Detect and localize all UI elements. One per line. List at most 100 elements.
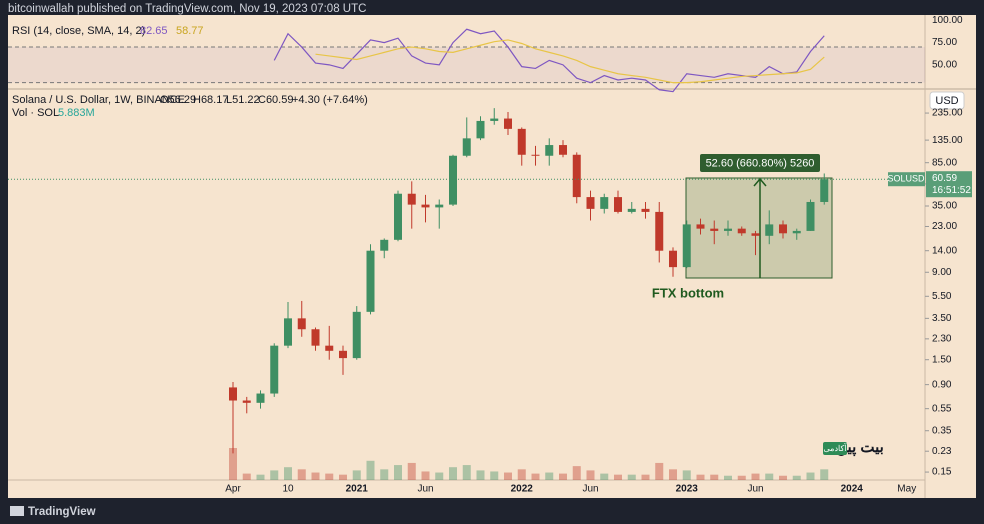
candle-body: [297, 318, 306, 330]
logo: [10, 506, 24, 516]
candle-body: [724, 228, 732, 231]
volume-bar: [380, 469, 389, 480]
volume-bar: [504, 472, 512, 480]
y-tick-label: 85.00: [932, 157, 957, 168]
rsi-title: RSI (14, close, SMA, 14, 2): [12, 25, 145, 37]
x-tick-label: 2024: [841, 484, 864, 495]
volume-bar: [394, 465, 402, 480]
rsi-value: 82.65: [140, 25, 168, 37]
candle-body: [572, 154, 581, 198]
candle-body: [407, 193, 416, 205]
candle-body: [696, 224, 705, 229]
open: O56.29: [160, 94, 196, 106]
chart-pane: [8, 15, 976, 498]
x-tick-label: May: [897, 484, 916, 495]
candle-body: [600, 197, 609, 209]
volume-bar: [449, 467, 457, 480]
symbol-tag: SOLUSD: [887, 174, 925, 184]
candle-body: [242, 400, 251, 403]
measure-arrowhead: [753, 177, 767, 187]
volume-bar: [229, 448, 237, 480]
annotation: FTX bottom: [652, 285, 724, 300]
y-tick-label: 9.00: [932, 267, 952, 278]
candle-body: [504, 118, 512, 129]
y-tick-label: 2.30: [932, 333, 952, 344]
candle-body: [586, 197, 595, 209]
volume-bar: [559, 473, 567, 480]
y-tick-label: 100.00: [932, 15, 963, 26]
watermark-badge-box: [823, 442, 847, 455]
x-tick-label: 2023: [676, 484, 699, 495]
close: C60.59: [258, 94, 293, 106]
high: H68.17: [193, 94, 228, 106]
sma-value: 58.77: [176, 25, 204, 37]
y-tick-label: 50.00: [932, 59, 957, 70]
volume-bar: [572, 466, 581, 480]
x-tick-label: 2021: [346, 484, 369, 495]
countdown: 16:51:52: [932, 185, 971, 196]
symbol-tag-box: [888, 172, 925, 187]
price-tag: 60.59: [932, 173, 957, 184]
volume-bar: [531, 473, 540, 480]
y-tick-label: 0.23: [932, 446, 952, 457]
measure-label-box: [700, 154, 820, 172]
candle-body: [682, 224, 691, 268]
candle-body: [710, 228, 719, 231]
candle-body: [490, 118, 499, 121]
candle-body: [641, 208, 650, 212]
candle-body: [325, 345, 334, 351]
volume-bar: [366, 460, 375, 480]
volume-bar: [256, 474, 265, 480]
candle-body: [820, 179, 829, 202]
candle-body: [806, 201, 815, 231]
volume-bar: [352, 470, 361, 480]
candle-body: [229, 387, 237, 401]
price-tag-box: [926, 171, 972, 198]
candle-body: [531, 154, 540, 156]
candle-body: [421, 204, 430, 208]
volume-bar: [806, 472, 815, 480]
rsi-band: [8, 47, 925, 83]
y-tick-label: 135.00: [932, 135, 963, 146]
candle-body: [435, 204, 444, 208]
candle-body: [655, 211, 664, 251]
watermark: بیت پین: [836, 439, 884, 457]
volume-bar: [586, 470, 595, 480]
volume-bar: [669, 469, 677, 480]
currency[interactable]: USD: [935, 95, 958, 107]
candle-body: [256, 393, 265, 403]
volume-value: 5.883M: [58, 107, 95, 119]
volume-bar: [421, 471, 430, 480]
candle-body: [765, 224, 774, 236]
y-tick-label: 1.50: [932, 354, 952, 365]
candle-body: [476, 120, 485, 139]
volume-bar: [765, 473, 774, 480]
candle-body: [366, 250, 375, 312]
y-tick-label: 0.55: [932, 403, 952, 414]
volume-bar: [284, 467, 292, 480]
volume-bar: [462, 465, 471, 480]
x-tick-label: Jun: [417, 484, 433, 495]
candle-body: [792, 230, 801, 234]
volume-bar: [820, 469, 829, 480]
candle-body: [627, 208, 636, 212]
currency-button[interactable]: [929, 91, 965, 110]
footer: TradingView: [28, 506, 96, 518]
y-tick-label: 75.00: [932, 37, 957, 48]
volume-bar: [779, 475, 787, 480]
x-tick-label: 10: [282, 484, 294, 495]
volume-title: Vol · SOL: [12, 107, 59, 119]
watermark-badge: آکادمی: [824, 443, 848, 453]
x-tick-label: Jun: [582, 484, 598, 495]
volume-bar: [682, 470, 691, 480]
rsi-line: [315, 39, 825, 84]
y-tick-label: 5.50: [932, 291, 952, 302]
candle-body: [669, 250, 677, 268]
volume-bar: [600, 473, 609, 480]
volume-bar: [435, 472, 444, 480]
volume-bar: [627, 474, 636, 480]
candle-body: [751, 233, 760, 236]
y-tick-label: 14.00: [932, 245, 957, 256]
volume-bar: [545, 472, 554, 480]
